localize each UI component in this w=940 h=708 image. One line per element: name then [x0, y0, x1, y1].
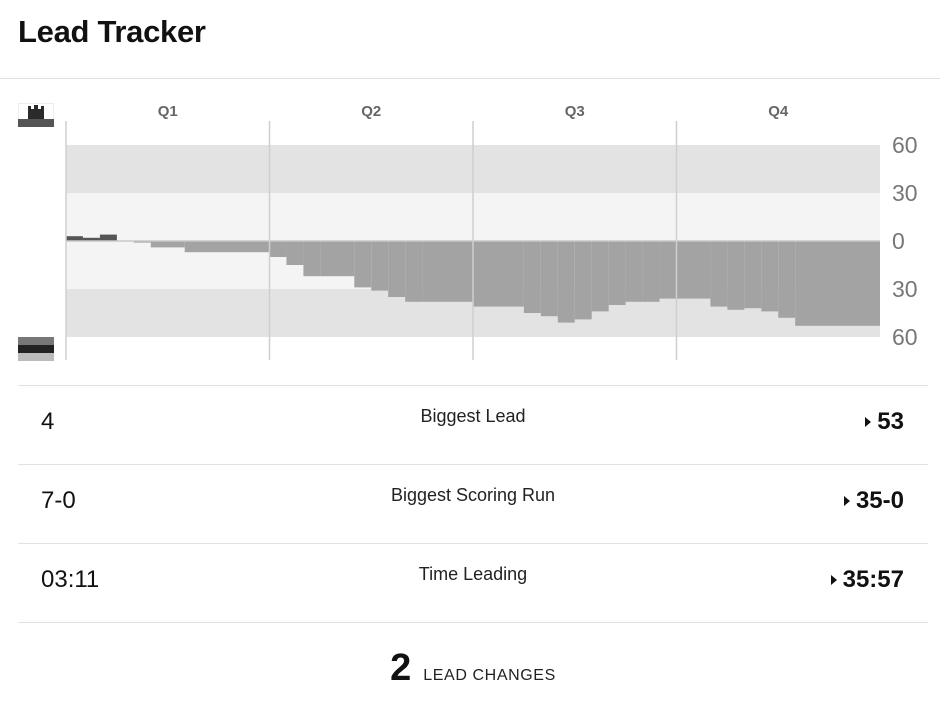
scoring-run-away-value: 7-0 [41, 487, 76, 514]
lead-step-bar [66, 236, 83, 241]
lead-step-bar [557, 241, 575, 323]
lead-step-bar [659, 241, 711, 299]
biggest-lead-label: Biggest Lead [420, 406, 526, 426]
lead-step-bar [710, 241, 728, 307]
stat-row-time-leading: 03:11 Time Leading 35:57 [18, 543, 928, 622]
stat-row-biggest-scoring-run: 7-0 Biggest Scoring Run 35-0 [18, 464, 928, 543]
quarter-label: Q4 [768, 103, 789, 120]
time-leading-home: 35:57 [830, 566, 904, 594]
lead-step-bar [354, 241, 372, 288]
lead-step-bar [608, 241, 626, 305]
lead-step-bar [286, 241, 304, 265]
lead-tracker-chart: Q1 Q2 Q3 Q4 60 30 0 30 60 [65, 103, 918, 360]
team-logo-stripes-icon [18, 337, 54, 361]
time-leading-home-value: 35:57 [842, 566, 904, 593]
lead-changes-footer: 2 LEAD CHANGES [18, 622, 928, 708]
time-leading-label: Time Leading [418, 564, 528, 584]
quarter-label: Q1 [158, 103, 178, 120]
scoring-run-home-value: 35-0 [855, 487, 904, 514]
scoring-run-home: 35-0 [843, 487, 904, 515]
leader-arrow-icon [865, 417, 872, 427]
page-title: Lead Tracker [18, 14, 206, 49]
biggest-lead-home: 53 [865, 408, 904, 436]
y-tick-label: 0 [892, 228, 905, 254]
lead-step-bar [99, 234, 117, 241]
lead-step-bar [303, 241, 321, 277]
leader-arrow-icon [843, 496, 850, 506]
y-tick-label: 60 [892, 132, 918, 158]
lead-step-bar [150, 241, 185, 248]
lead-step-bar [320, 241, 355, 277]
lead-step-bar [761, 241, 779, 312]
header: Lead Tracker [0, 0, 940, 79]
lead-step-bar [591, 241, 609, 312]
lead-step-bar [727, 241, 745, 310]
lead-step-bar [473, 241, 524, 307]
lead-step-bar [388, 241, 406, 297]
lead-step-bar [574, 241, 592, 320]
lead-step-bar [778, 241, 796, 318]
y-tick-label: 60 [892, 324, 918, 350]
quarter-label: Q3 [565, 103, 585, 120]
lead-step-bar [82, 237, 100, 241]
stat-row-biggest-lead: 4 Biggest Lead 53 [18, 385, 928, 464]
biggest-lead-home-value: 53 [877, 408, 904, 435]
lead-step-bar [269, 241, 287, 257]
lead-step-bar [133, 241, 151, 243]
lead-step-bar [184, 241, 270, 253]
lead-step-bar [405, 241, 423, 302]
y-tick-label: 30 [892, 276, 918, 302]
scoring-run-label: Biggest Scoring Run [390, 485, 556, 505]
leader-arrow-icon [830, 575, 837, 585]
lead-step-bar [744, 241, 762, 309]
lead-step-bar [642, 241, 660, 302]
biggest-lead-away-value: 4 [41, 408, 55, 435]
lead-step-bar [422, 241, 473, 302]
time-leading-away-value: 03:11 [41, 566, 100, 593]
lead-step-bar [523, 241, 541, 313]
lead-step-bar [625, 241, 643, 302]
y-tick-label: 30 [892, 180, 918, 206]
quarter-label: Q2 [361, 103, 381, 120]
lead-step-bar [540, 241, 558, 317]
lead-changes-label: LEAD CHANGES [423, 667, 556, 684]
lead-changes-count: 2 [390, 647, 412, 689]
team-logo-castle-icon [18, 103, 54, 127]
lead-step-bar [795, 241, 880, 326]
lead-step-bar [371, 241, 389, 291]
